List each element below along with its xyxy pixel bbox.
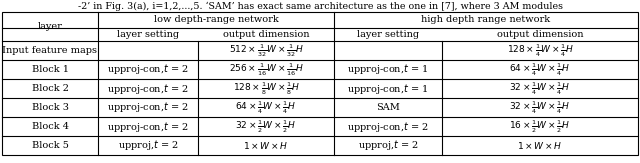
Text: $32 \times \frac{1}{4}W \times \frac{1}{4}H$: $32 \times \frac{1}{4}W \times \frac{1}{… — [509, 80, 571, 97]
Text: Block 1: Block 1 — [31, 65, 68, 74]
Text: SAM: SAM — [376, 103, 400, 112]
Text: layer: layer — [38, 22, 63, 31]
Text: $64 \times \frac{1}{4}W \times \frac{1}{4}H$: $64 \times \frac{1}{4}W \times \frac{1}{… — [509, 61, 571, 78]
Text: Block 4: Block 4 — [31, 122, 68, 131]
Text: output dimension: output dimension — [223, 30, 309, 39]
Text: $64 \times \frac{1}{4}W \times \frac{1}{4}H$: $64 \times \frac{1}{4}W \times \frac{1}{… — [236, 99, 296, 116]
Bar — [2, 12, 638, 155]
Text: output dimension: output dimension — [497, 30, 583, 39]
Text: upproj-con,$t$ = 2: upproj-con,$t$ = 2 — [347, 119, 429, 133]
Text: upproj-con,$t$ = 2: upproj-con,$t$ = 2 — [107, 82, 189, 96]
Text: upproj-con,$t$ = 1: upproj-con,$t$ = 1 — [348, 62, 429, 76]
Text: Input feature maps: Input feature maps — [3, 46, 97, 55]
Text: Block 2: Block 2 — [31, 84, 68, 93]
Text: Block 5: Block 5 — [31, 141, 68, 150]
Text: low depth-range network: low depth-range network — [154, 15, 278, 24]
Text: $128 \times \frac{1}{8}W \times \frac{1}{8}H$: $128 \times \frac{1}{8}W \times \frac{1}… — [232, 80, 300, 97]
Text: upproj,$t$ = 2: upproj,$t$ = 2 — [358, 139, 419, 153]
Text: upproj-con,$t$ = 1: upproj-con,$t$ = 1 — [348, 82, 429, 96]
Text: $1 \times W \times H$: $1 \times W \times H$ — [243, 140, 289, 151]
Text: $128 \times \frac{1}{4}W \times \frac{1}{4}H$: $128 \times \frac{1}{4}W \times \frac{1}… — [506, 42, 573, 59]
Text: $32 \times \frac{1}{4}W \times \frac{1}{4}H$: $32 \times \frac{1}{4}W \times \frac{1}{… — [509, 99, 571, 116]
Text: high depth range network: high depth range network — [421, 15, 550, 24]
Text: layer setting: layer setting — [117, 30, 179, 39]
Text: $32 \times \frac{1}{2}W \times \frac{1}{2}H$: $32 \times \frac{1}{2}W \times \frac{1}{… — [236, 118, 296, 135]
Text: upproj-con,$t$ = 2: upproj-con,$t$ = 2 — [107, 62, 189, 76]
Text: layer setting: layer setting — [357, 30, 419, 39]
Text: $512 \times \frac{1}{32}W \times \frac{1}{32}H$: $512 \times \frac{1}{32}W \times \frac{1… — [228, 42, 303, 59]
Text: upproj-con,$t$ = 2: upproj-con,$t$ = 2 — [107, 101, 189, 114]
Text: $256 \times \frac{1}{16}W \times \frac{1}{16}H$: $256 \times \frac{1}{16}W \times \frac{1… — [228, 61, 303, 78]
Text: upproj,$t$ = 2: upproj,$t$ = 2 — [118, 139, 179, 153]
Text: upproj-con,$t$ = 2: upproj-con,$t$ = 2 — [107, 119, 189, 133]
Text: Block 3: Block 3 — [31, 103, 68, 112]
Text: $16 \times \frac{1}{2}W \times \frac{1}{2}H$: $16 \times \frac{1}{2}W \times \frac{1}{… — [509, 118, 571, 135]
Text: -2’ in Fig. 3(a), i=1,2,...,5. ‘SAM’ has exact same architecture as the one in [: -2’ in Fig. 3(a), i=1,2,...,5. ‘SAM’ has… — [77, 2, 563, 11]
Text: $1 \times W \times H$: $1 \times W \times H$ — [517, 140, 563, 151]
